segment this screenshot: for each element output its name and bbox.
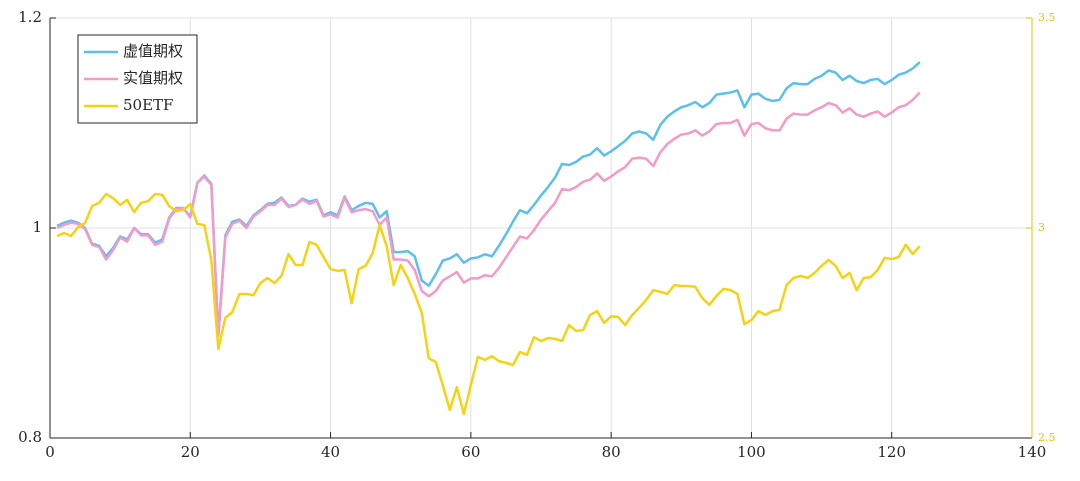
x-tick-label: 140 [1018,443,1047,461]
x-tick-label: 60 [461,443,480,461]
y2-tick-label: 3 [1038,221,1045,234]
series-line [56,192,921,416]
y2-tick-label: 3.5 [1038,11,1056,24]
x-tick-label: 120 [877,443,906,461]
legend-label: 实值期权 [123,69,183,87]
y2-tick-label: 2.5 [1038,431,1056,444]
x-tick-label: 40 [321,443,340,461]
x-tick-label: 100 [737,443,766,461]
series-line [56,91,921,338]
y-tick-label: 1.2 [18,8,42,26]
y-tick-label: 1 [32,218,42,236]
y-tick-label: 0.8 [18,428,42,446]
legend-label: 50ETF [123,96,173,114]
x-tick-label: 80 [602,443,621,461]
x-tick-label: 0 [45,443,55,461]
x-tick-label: 20 [181,443,200,461]
legend-label: 虚值期权 [123,42,183,60]
